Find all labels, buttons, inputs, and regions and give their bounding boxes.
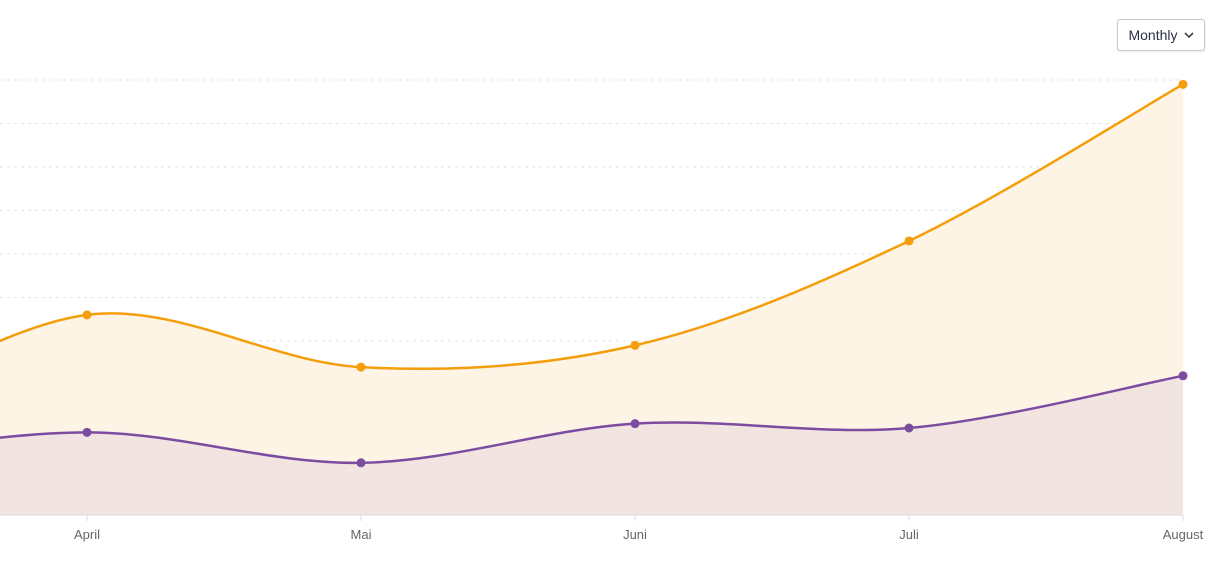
x-tick-label: Juni xyxy=(623,527,647,542)
series-area-2 xyxy=(0,375,1183,515)
data-point xyxy=(356,362,366,372)
x-tick-label: April xyxy=(74,527,100,542)
data-point xyxy=(356,458,366,468)
data-point xyxy=(82,310,92,320)
x-tick-label: Mai xyxy=(351,527,372,542)
series-areas xyxy=(0,84,1183,515)
series-line-1 xyxy=(0,83,1184,371)
data-points xyxy=(82,79,1188,468)
x-axis: April Mai Juni Juli August xyxy=(0,514,1204,542)
series-lines xyxy=(0,83,1184,465)
series-line-2 xyxy=(0,374,1184,465)
period-dropdown[interactable]: Monthly xyxy=(1117,19,1205,51)
x-tick-label: August xyxy=(1163,527,1204,542)
data-point xyxy=(1178,79,1188,89)
data-point xyxy=(630,419,640,429)
data-point xyxy=(904,236,914,246)
series-area-1 xyxy=(0,84,1183,515)
data-point xyxy=(82,427,92,437)
chevron-down-icon xyxy=(1183,31,1194,38)
period-dropdown-value: Monthly xyxy=(1128,27,1178,43)
x-tick-label: Juli xyxy=(899,527,919,542)
data-point xyxy=(630,340,640,350)
data-point xyxy=(1178,371,1188,381)
data-point xyxy=(904,423,914,433)
